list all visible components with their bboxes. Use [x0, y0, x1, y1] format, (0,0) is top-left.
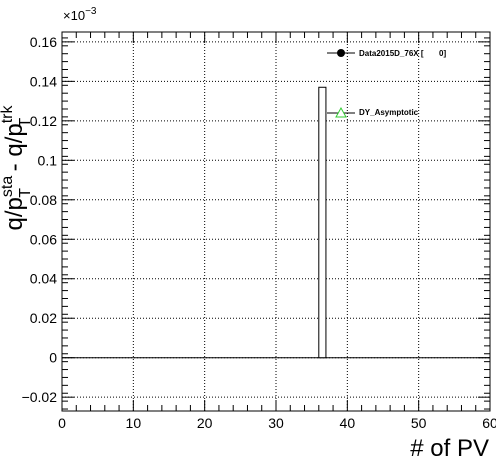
- y-tick-label: 0.16: [30, 34, 57, 50]
- y-tick-label: 0.1: [38, 152, 58, 168]
- y-exponent-label: ×10−3: [63, 6, 97, 23]
- y-tick-label: 0.02: [30, 310, 57, 326]
- y-tick-label: 0.08: [30, 192, 57, 208]
- legend-marker-dy: [335, 106, 347, 118]
- x-tick-label: 40: [340, 415, 356, 431]
- y-tick-label: 0.12: [30, 113, 57, 129]
- legend-label-dy: DY_Asymptotic: [359, 108, 419, 117]
- x-tick-label: 0: [58, 415, 66, 431]
- x-tick-label: 20: [197, 415, 213, 431]
- legend: Data2015D_76X [ 0] DY_Asymptotic: [327, 49, 446, 118]
- y-axis-label: q/pstaT - q/ptrkT: [0, 105, 34, 231]
- y-tick-label: 0.04: [30, 271, 57, 287]
- tick-labels: 0 10 20 30 40 50 60−0.0200.020.040.060.080.10.…: [22, 34, 496, 431]
- grid-lines: [62, 32, 490, 411]
- x-axis-label: # of PV: [410, 435, 489, 462]
- y-tick-label: −0.02: [22, 389, 58, 405]
- y-tick-label: 0: [49, 350, 57, 366]
- x-tick-label: 50: [411, 415, 427, 431]
- legend-marker-data: [337, 49, 345, 57]
- x-tick-label: 10: [126, 415, 142, 431]
- legend-label-data: Data2015D_76X [ 0]: [359, 49, 446, 58]
- y-tick-label: 0.06: [30, 231, 57, 247]
- y-tick-label: 0.14: [30, 73, 57, 89]
- data-layer: [62, 86, 490, 359]
- x-tick-label: 60: [482, 415, 496, 431]
- x-tick-label: 30: [268, 415, 284, 431]
- bar: [318, 86, 327, 359]
